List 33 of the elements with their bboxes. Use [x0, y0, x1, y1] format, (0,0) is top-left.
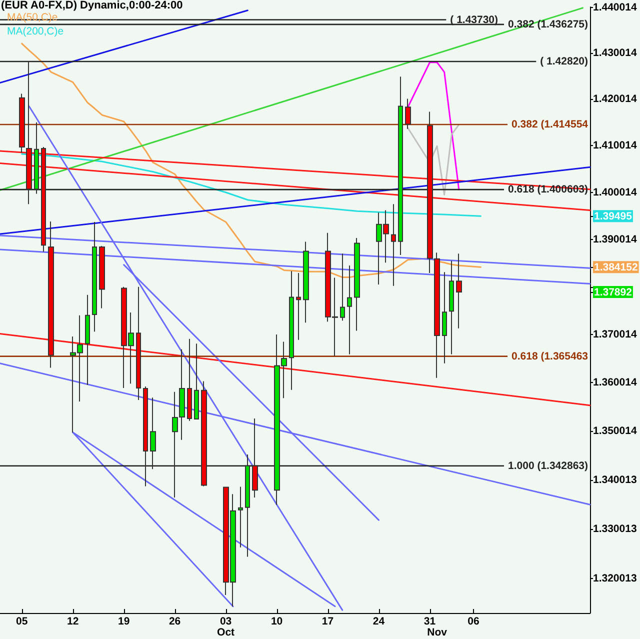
x-tick-label: 26 — [168, 616, 181, 628]
chart-title: (EUR A0-FX,D) Dynamic,0:00-24:00 — [1, 0, 183, 12]
y-tick-label: 1.37892 — [594, 286, 632, 298]
y-tick-label: 1.350014 — [593, 425, 637, 438]
y-tick-label: 1.340013 — [593, 474, 637, 486]
x2-tick-label: Nov — [427, 626, 448, 638]
x-tick-label: 12 — [66, 616, 79, 628]
x-tick-label: 05 — [16, 616, 28, 628]
x-tick-label: 31 — [424, 616, 436, 628]
x-tick-label: 06 — [468, 616, 480, 628]
x-tick-label: 24 — [372, 616, 385, 628]
y-tick-label: 1.440014 — [593, 1, 637, 14]
x-tick-label: 03 — [220, 616, 232, 628]
y-tick-label: 1.360014 — [593, 376, 637, 389]
x-tick-label: 10 — [270, 616, 283, 628]
y-tick-label: 1.39495 — [594, 210, 632, 223]
x-tick-label: 17 — [322, 616, 334, 628]
ref-line-label: ( 1.42820) — [540, 55, 588, 68]
y-tick-label: 1.320013 — [593, 572, 637, 585]
x-tick-label: 19 — [118, 616, 130, 628]
text: MA(200,C)e — [7, 26, 64, 38]
y-tick-label: 1.420014 — [593, 93, 637, 106]
y-tick-label: 1.400014 — [593, 186, 637, 198]
ref-line-label: 0.382 (1.414554 — [512, 118, 588, 130]
y-tick-label: 1.410014 — [593, 140, 637, 152]
ref-line-label: 0.618 (1.365463 — [512, 350, 588, 362]
y-tick-label: 1.370014 — [593, 328, 637, 340]
y-tick-label: 1.384152 — [594, 262, 638, 274]
y-tick-label: 1.330013 — [593, 522, 637, 535]
ref-line-label: 1.000 (1.342863) — [508, 460, 588, 472]
y-tick-label: 1.390014 — [593, 233, 637, 246]
x2-tick-label: Oct — [217, 626, 236, 638]
y-tick-label: 1.430014 — [593, 47, 637, 60]
